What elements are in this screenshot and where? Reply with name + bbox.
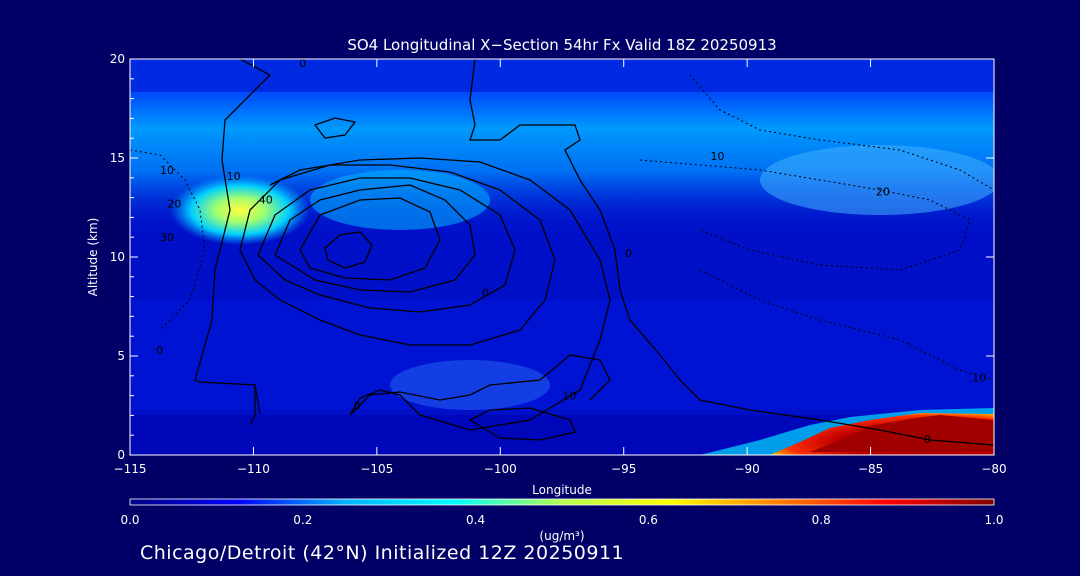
contour-line-outer xyxy=(194,59,272,426)
y-tick-label: 10 xyxy=(110,250,125,264)
contour-line-60 xyxy=(324,231,373,269)
contour-label: 10 xyxy=(160,164,174,177)
plume-core xyxy=(810,415,994,452)
dotted-contours xyxy=(130,74,994,381)
x-tick-label: −115 xyxy=(114,462,147,476)
colorbar-tick-label: 0.0 xyxy=(120,513,139,527)
contour-label: 0 xyxy=(156,344,163,357)
contour-labels: 10 20 30 10 40 0 0 0 10 0 0 10 20 10 0 xyxy=(156,57,986,446)
y-tick-label: 15 xyxy=(110,151,125,165)
y-axis: 0 5 10 15 20 xyxy=(110,52,994,462)
contour-label: 10 xyxy=(562,390,576,403)
colorbar-tick-label: 0.6 xyxy=(639,513,658,527)
contour-label: 0 xyxy=(299,57,306,70)
contour-label: 0 xyxy=(924,433,931,446)
contour-label: 30 xyxy=(160,231,174,244)
x-tick-label: −110 xyxy=(237,462,270,476)
y-tick-label: 20 xyxy=(110,52,125,66)
contour-line-central xyxy=(469,59,994,446)
contour-line-low-cell xyxy=(468,407,576,441)
contour-line-50 xyxy=(299,197,441,281)
dotted-contour-east-mid xyxy=(639,159,971,271)
contour-label: 20 xyxy=(876,186,890,199)
contour-label: 10 xyxy=(711,150,725,163)
colorbar-tick-label: 0.4 xyxy=(466,513,485,527)
colorbar: 0.0 0.2 0.4 0.6 0.8 1.0 (ug/m³) xyxy=(120,498,1004,543)
y-tick-label: 0 xyxy=(117,448,125,462)
contour-label: 40 xyxy=(259,194,273,207)
contour-label: 0 xyxy=(482,287,489,300)
y-axis-label: Altitude (km) xyxy=(86,218,100,297)
x-tick-label: −105 xyxy=(360,462,393,476)
colorbar-tick-label: 0.8 xyxy=(812,513,831,527)
mid-low-patch xyxy=(390,360,550,410)
x-tick-label: −100 xyxy=(484,462,517,476)
colorbar-unit-label: (ug/m³) xyxy=(539,529,584,543)
colorbar-ramp xyxy=(129,498,995,506)
contour-label: 0 xyxy=(625,247,632,260)
dotted-contour-west xyxy=(130,149,206,331)
contour-lines xyxy=(194,59,994,446)
contour-line-low-branch xyxy=(349,354,611,416)
central-upper-patch xyxy=(310,170,490,230)
contour-label: 10 xyxy=(972,372,986,385)
y-tick-label: 5 xyxy=(117,349,125,363)
contour-label: 20 xyxy=(167,198,181,211)
contour-line-10 xyxy=(269,157,611,431)
x-tick-label: −85 xyxy=(858,462,883,476)
contour-label: 10 xyxy=(227,170,241,183)
chart-title: SO4 Longitudinal X−Section 54hr Fx Valid… xyxy=(347,36,776,54)
x-tick-label: −80 xyxy=(981,462,1006,476)
contour-line-20 xyxy=(239,164,556,346)
colorbar-tick-label: 1.0 xyxy=(984,513,1003,527)
contour-line-top-cell xyxy=(313,117,357,139)
colorbar-ticks: 0.0 0.2 0.4 0.6 0.8 1.0 xyxy=(120,513,1003,527)
dotted-contour-east-upper xyxy=(689,74,994,191)
footer-caption: Chicago/Detroit (42°N) Initialized 12Z 2… xyxy=(140,542,625,564)
x-tick-label: −90 xyxy=(734,462,759,476)
x-axis: −115 −110 −105 −100 −95 −90 −85 −80 xyxy=(114,59,1007,476)
west-peak xyxy=(170,175,310,245)
east-upper-patch xyxy=(760,145,994,215)
dotted-contour-east-low xyxy=(699,269,994,381)
colorbar-tick-label: 0.2 xyxy=(293,513,312,527)
x-tick-label: −95 xyxy=(611,462,636,476)
x-axis-label: Longitude xyxy=(532,483,592,497)
contour-label: 0 xyxy=(354,399,361,412)
contour-line-40 xyxy=(274,184,476,293)
mid-layer xyxy=(130,300,994,410)
contour-line-30 xyxy=(257,177,516,313)
